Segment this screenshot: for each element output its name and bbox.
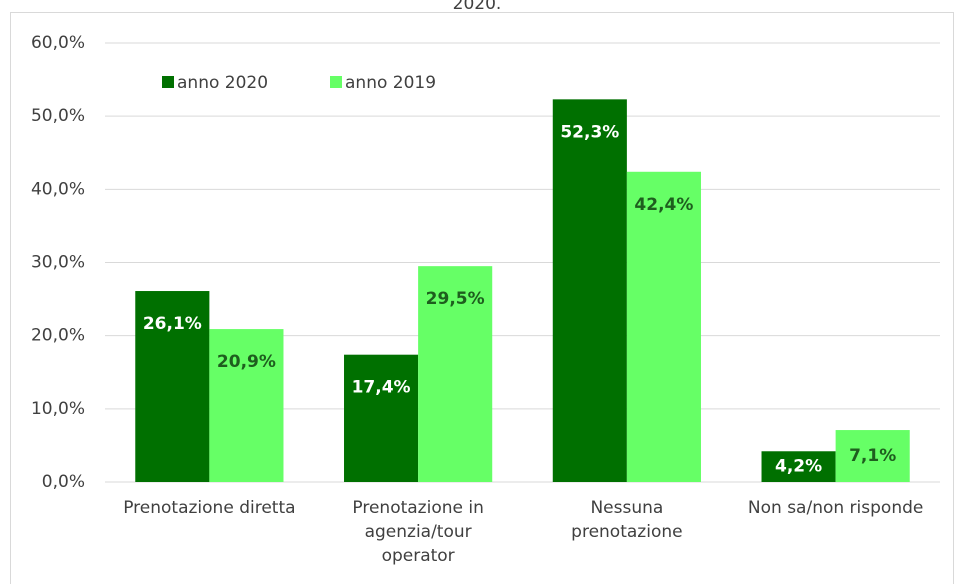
x-tick-label: Nessuna prenotazione (571, 498, 683, 542)
value-label: 42,4% (634, 195, 693, 215)
y-tick-label: 50,0% (31, 106, 85, 126)
x-tick-label-box: Non sa/non risponde (747, 498, 924, 518)
bar (209, 329, 284, 482)
y-tick-label: 30,0% (31, 253, 85, 273)
value-label: 29,5% (426, 289, 485, 309)
value-label: 52,3% (560, 122, 619, 142)
y-tick-label: 20,0% (31, 326, 85, 346)
x-tick-label: Prenotazione in agenzia/tour operator (352, 498, 484, 566)
chart-title: 2020. (453, 0, 502, 14)
legend-label: anno 2020 (177, 73, 268, 93)
value-label: 20,9% (217, 352, 276, 372)
bar (418, 266, 493, 482)
y-tick-label: 40,0% (31, 179, 85, 199)
x-tick-label-box: Prenotazione diretta (123, 498, 296, 518)
y-tick-label: 10,0% (31, 399, 85, 419)
x-tick-label: Non sa/non risponde (747, 498, 924, 518)
value-label: 26,1% (143, 314, 202, 334)
bar (135, 291, 210, 482)
bar (344, 354, 419, 482)
x-tick-label: Prenotazione diretta (123, 498, 296, 518)
legend-label: anno 2019 (345, 73, 436, 93)
x-tick-label-box: Prenotazione in agenzia/tour operator (352, 498, 484, 566)
y-tick-label: 60,0% (31, 33, 85, 53)
legend-swatch (162, 76, 174, 88)
frame (10, 12, 954, 584)
bar (835, 430, 910, 482)
value-label: 4,2% (775, 457, 822, 477)
value-label: 7,1% (849, 446, 896, 466)
y-tick-label: 0,0% (42, 472, 85, 492)
x-tick-label-box: Nessuna prenotazione (571, 498, 683, 542)
bar (761, 451, 836, 482)
bar (626, 171, 701, 483)
legend-swatch (330, 76, 342, 88)
bar (552, 99, 627, 483)
value-label: 17,4% (352, 378, 411, 398)
